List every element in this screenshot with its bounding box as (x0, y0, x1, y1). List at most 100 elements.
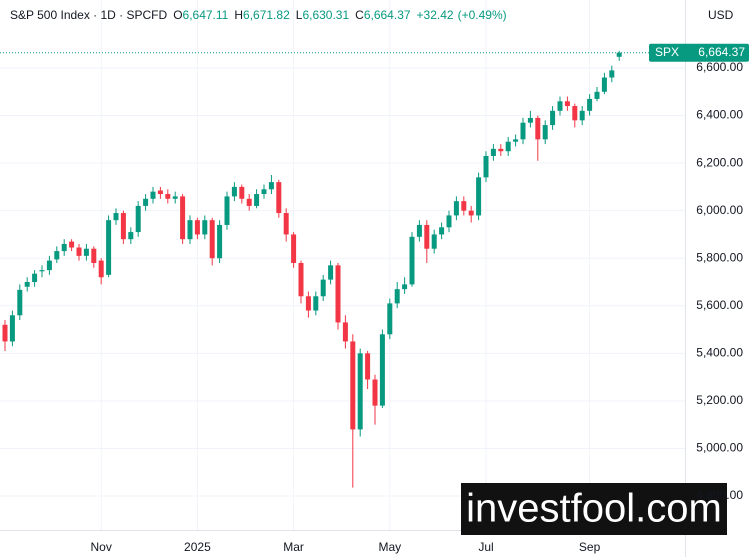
candle-body (461, 201, 467, 211)
price-tag-name: SPX (655, 45, 679, 59)
currency-box[interactable] (686, 0, 751, 32)
close-value: 6,664.37 (364, 8, 411, 22)
candle-body (157, 190, 163, 195)
candle-body (342, 322, 348, 342)
candle-body (372, 379, 378, 406)
candle-body (357, 353, 363, 430)
candle-body (276, 182, 282, 214)
candle-body (165, 194, 171, 199)
candle-body (350, 341, 356, 430)
candle-body (187, 220, 193, 240)
y-tick-label: 6,000.00 (696, 203, 743, 217)
x-tick-label: 2025 (184, 540, 211, 554)
candle-body (431, 234, 437, 249)
candle-body (439, 227, 445, 235)
candle-body (268, 182, 274, 190)
candle-body (283, 213, 289, 235)
candle-body (135, 205, 141, 233)
candle-body (328, 265, 334, 280)
close-label: C (355, 8, 364, 22)
open-value: 6,647.11 (183, 8, 229, 22)
candle-body (365, 353, 371, 380)
candle-body (39, 270, 45, 272)
candle-body (298, 262, 304, 297)
candle-body (542, 125, 548, 140)
candle-body (91, 248, 97, 263)
candle-body (254, 194, 260, 206)
candle-body (313, 296, 319, 311)
price-tag-value: 6,664.37 (698, 45, 745, 59)
candle-body (98, 260, 104, 278)
y-tick-label: 6,400.00 (696, 108, 743, 122)
candles (2, 50, 622, 488)
currency[interactable]: USD (708, 8, 734, 22)
candle-body (587, 98, 593, 111)
candle-body (416, 224, 422, 237)
candle-body (616, 52, 622, 57)
x-tick-label: Nov (91, 540, 112, 554)
candle-body (46, 260, 52, 271)
change-percent: (+0.49%) (458, 8, 507, 22)
candle-body (402, 284, 408, 290)
change: +32.42 (417, 8, 454, 22)
candle-body (498, 148, 504, 152)
candle-body (527, 117, 533, 123)
legend-header: S&P 500 Index · 1D · SPCFD O6,647.11 H6,67… (10, 8, 507, 22)
candle-body (550, 110, 556, 126)
candle-body (83, 248, 89, 256)
candle-body (291, 234, 297, 263)
low-label: L (296, 8, 303, 22)
candle-body (231, 186, 237, 197)
candle-body (520, 122, 526, 140)
y-tick-label: 6,200.00 (696, 155, 743, 169)
candle-body (579, 110, 585, 121)
candle-body (453, 201, 459, 216)
x-tick-label: May (378, 540, 401, 554)
y-tick-label: 4,800.00 (696, 488, 743, 502)
candle-body (61, 243, 67, 252)
candle-body (468, 210, 474, 216)
candle-body (505, 141, 511, 152)
candle-body (24, 282, 30, 287)
watermark-box (461, 483, 727, 535)
candle-body (17, 289, 23, 316)
candle-body (224, 196, 230, 225)
price-tag: SPX 6,664.37 (0, 43, 749, 62)
y-tick-label: 5,600.00 (696, 298, 743, 312)
candle-body (246, 198, 252, 206)
candle-body (535, 117, 541, 140)
candle-body (513, 139, 519, 142)
candle-body (128, 232, 134, 240)
candle-body (564, 101, 570, 107)
candle-body (2, 324, 8, 342)
candle-body (424, 224, 430, 249)
candle-body (335, 265, 341, 323)
candle-body (572, 106, 578, 121)
y-tick-label: 5,800.00 (696, 250, 743, 264)
candle-body (143, 198, 149, 206)
candle-body (409, 236, 415, 285)
candle-body (557, 101, 563, 111)
candle-body (320, 279, 326, 297)
candle-body (379, 334, 385, 406)
low-value: 6,630.31 (302, 8, 349, 22)
candle-body (594, 91, 600, 99)
candle-body (239, 186, 245, 199)
candle-body (261, 189, 267, 195)
candle-body (32, 273, 38, 283)
high-value: 6,671.82 (243, 8, 290, 22)
candle-body (180, 196, 186, 240)
open-label: O (173, 8, 182, 22)
price-tag-box (649, 43, 749, 62)
candle-body (490, 148, 496, 156)
candle-body (120, 213, 126, 240)
candle-body (106, 220, 112, 275)
high-label: H (234, 8, 243, 22)
y-tick-label: 5,400.00 (696, 346, 743, 360)
watermark: investfool.com (466, 487, 722, 531)
candle-body (172, 196, 178, 199)
candle-body (150, 191, 156, 199)
candle-body (76, 247, 82, 256)
candle-body (69, 241, 75, 248)
